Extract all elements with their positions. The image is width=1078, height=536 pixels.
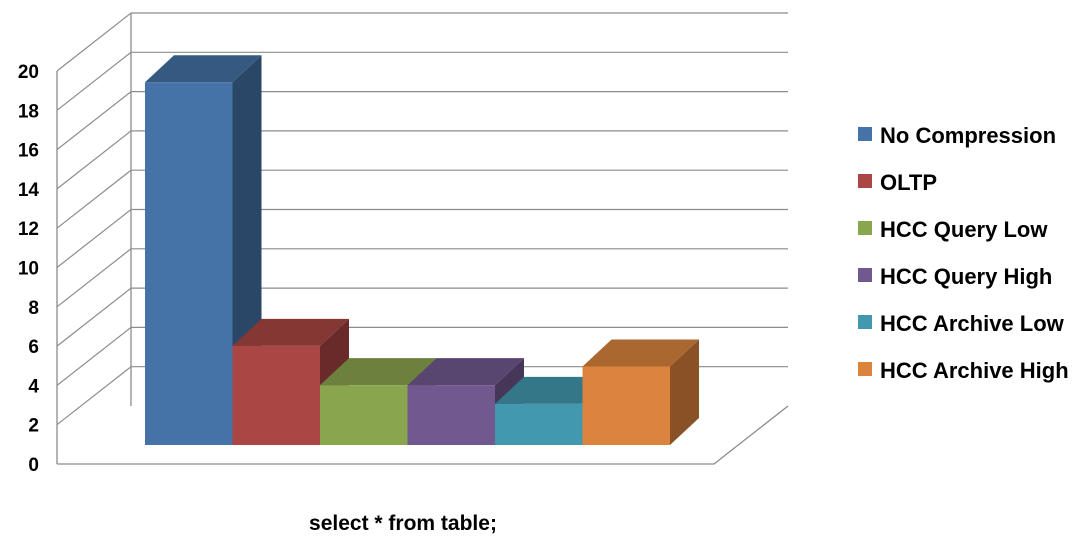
legend-item: OLTP <box>858 170 937 195</box>
gridline-side <box>56 248 132 308</box>
legend-label: HCC Query Low <box>880 217 1048 242</box>
gridline-side <box>56 366 132 426</box>
legend-item: HCC Query High <box>858 264 1052 289</box>
bar-top-face <box>495 376 612 404</box>
legend-label: HCC Query High <box>880 264 1052 289</box>
y-axis: 0 2 4 6 8 10 12 14 16 18 20 <box>18 62 40 476</box>
bar-front-face <box>145 82 233 445</box>
y-tick-label: 20 <box>18 62 39 83</box>
bar-side-face <box>670 339 699 445</box>
bar-front-face <box>407 385 495 445</box>
bar-top-face <box>145 55 262 83</box>
legend-swatch <box>858 127 872 141</box>
bars <box>145 55 699 445</box>
bar-front-face <box>232 345 320 445</box>
y-tick-label: 6 <box>28 337 39 358</box>
legend-item: No Compression <box>858 123 1056 148</box>
legend-swatch <box>858 362 872 376</box>
y-tick-label: 18 <box>18 101 39 122</box>
bar-top-face <box>407 358 524 386</box>
gridline-side <box>56 209 132 268</box>
gridline-side <box>56 169 132 229</box>
y-tick-label: 12 <box>18 219 39 240</box>
floor-edge <box>57 405 789 465</box>
legend-label: HCC Archive High <box>880 358 1069 383</box>
legend-swatch <box>858 174 872 188</box>
bar-front-face <box>320 385 408 445</box>
y-tick-label: 14 <box>18 180 40 201</box>
bar-front-face <box>582 366 670 445</box>
legend-item: HCC Archive Low <box>858 311 1065 336</box>
legend-item: HCC Archive High <box>858 358 1069 383</box>
y-tick-label: 16 <box>18 141 39 162</box>
legend-swatch <box>858 268 872 282</box>
y-tick-label: 0 <box>28 455 39 476</box>
y-tick-label: 2 <box>28 416 39 437</box>
x-axis-category-label: select * from table; <box>309 512 497 535</box>
legend-label: OLTP <box>880 170 937 195</box>
gridline-side <box>56 287 132 347</box>
bar-front-face <box>495 403 583 445</box>
bar-top-face <box>582 339 699 367</box>
legend-swatch <box>858 221 872 235</box>
legend-label: HCC Archive Low <box>880 311 1065 336</box>
y-tick-label: 4 <box>28 376 39 397</box>
bar-hcc-query-high <box>407 358 524 445</box>
legend: No Compression OLTP HCC Query Low HCC Query… <box>858 123 1069 383</box>
legend-item: HCC Query Low <box>858 217 1048 242</box>
y-tick-label: 10 <box>18 259 39 280</box>
legend-label: No Compression <box>880 123 1056 148</box>
gridline-side <box>56 51 132 111</box>
bar-hcc-archive-high <box>582 339 699 445</box>
bar-top-face <box>232 318 349 346</box>
gridline-side <box>56 326 132 386</box>
y-tick-label: 8 <box>28 298 39 319</box>
bar-top-face <box>320 358 437 386</box>
gridline-side <box>56 91 132 151</box>
gridline-side <box>56 12 132 72</box>
gridline-side <box>56 130 132 190</box>
legend-swatch <box>858 315 872 329</box>
